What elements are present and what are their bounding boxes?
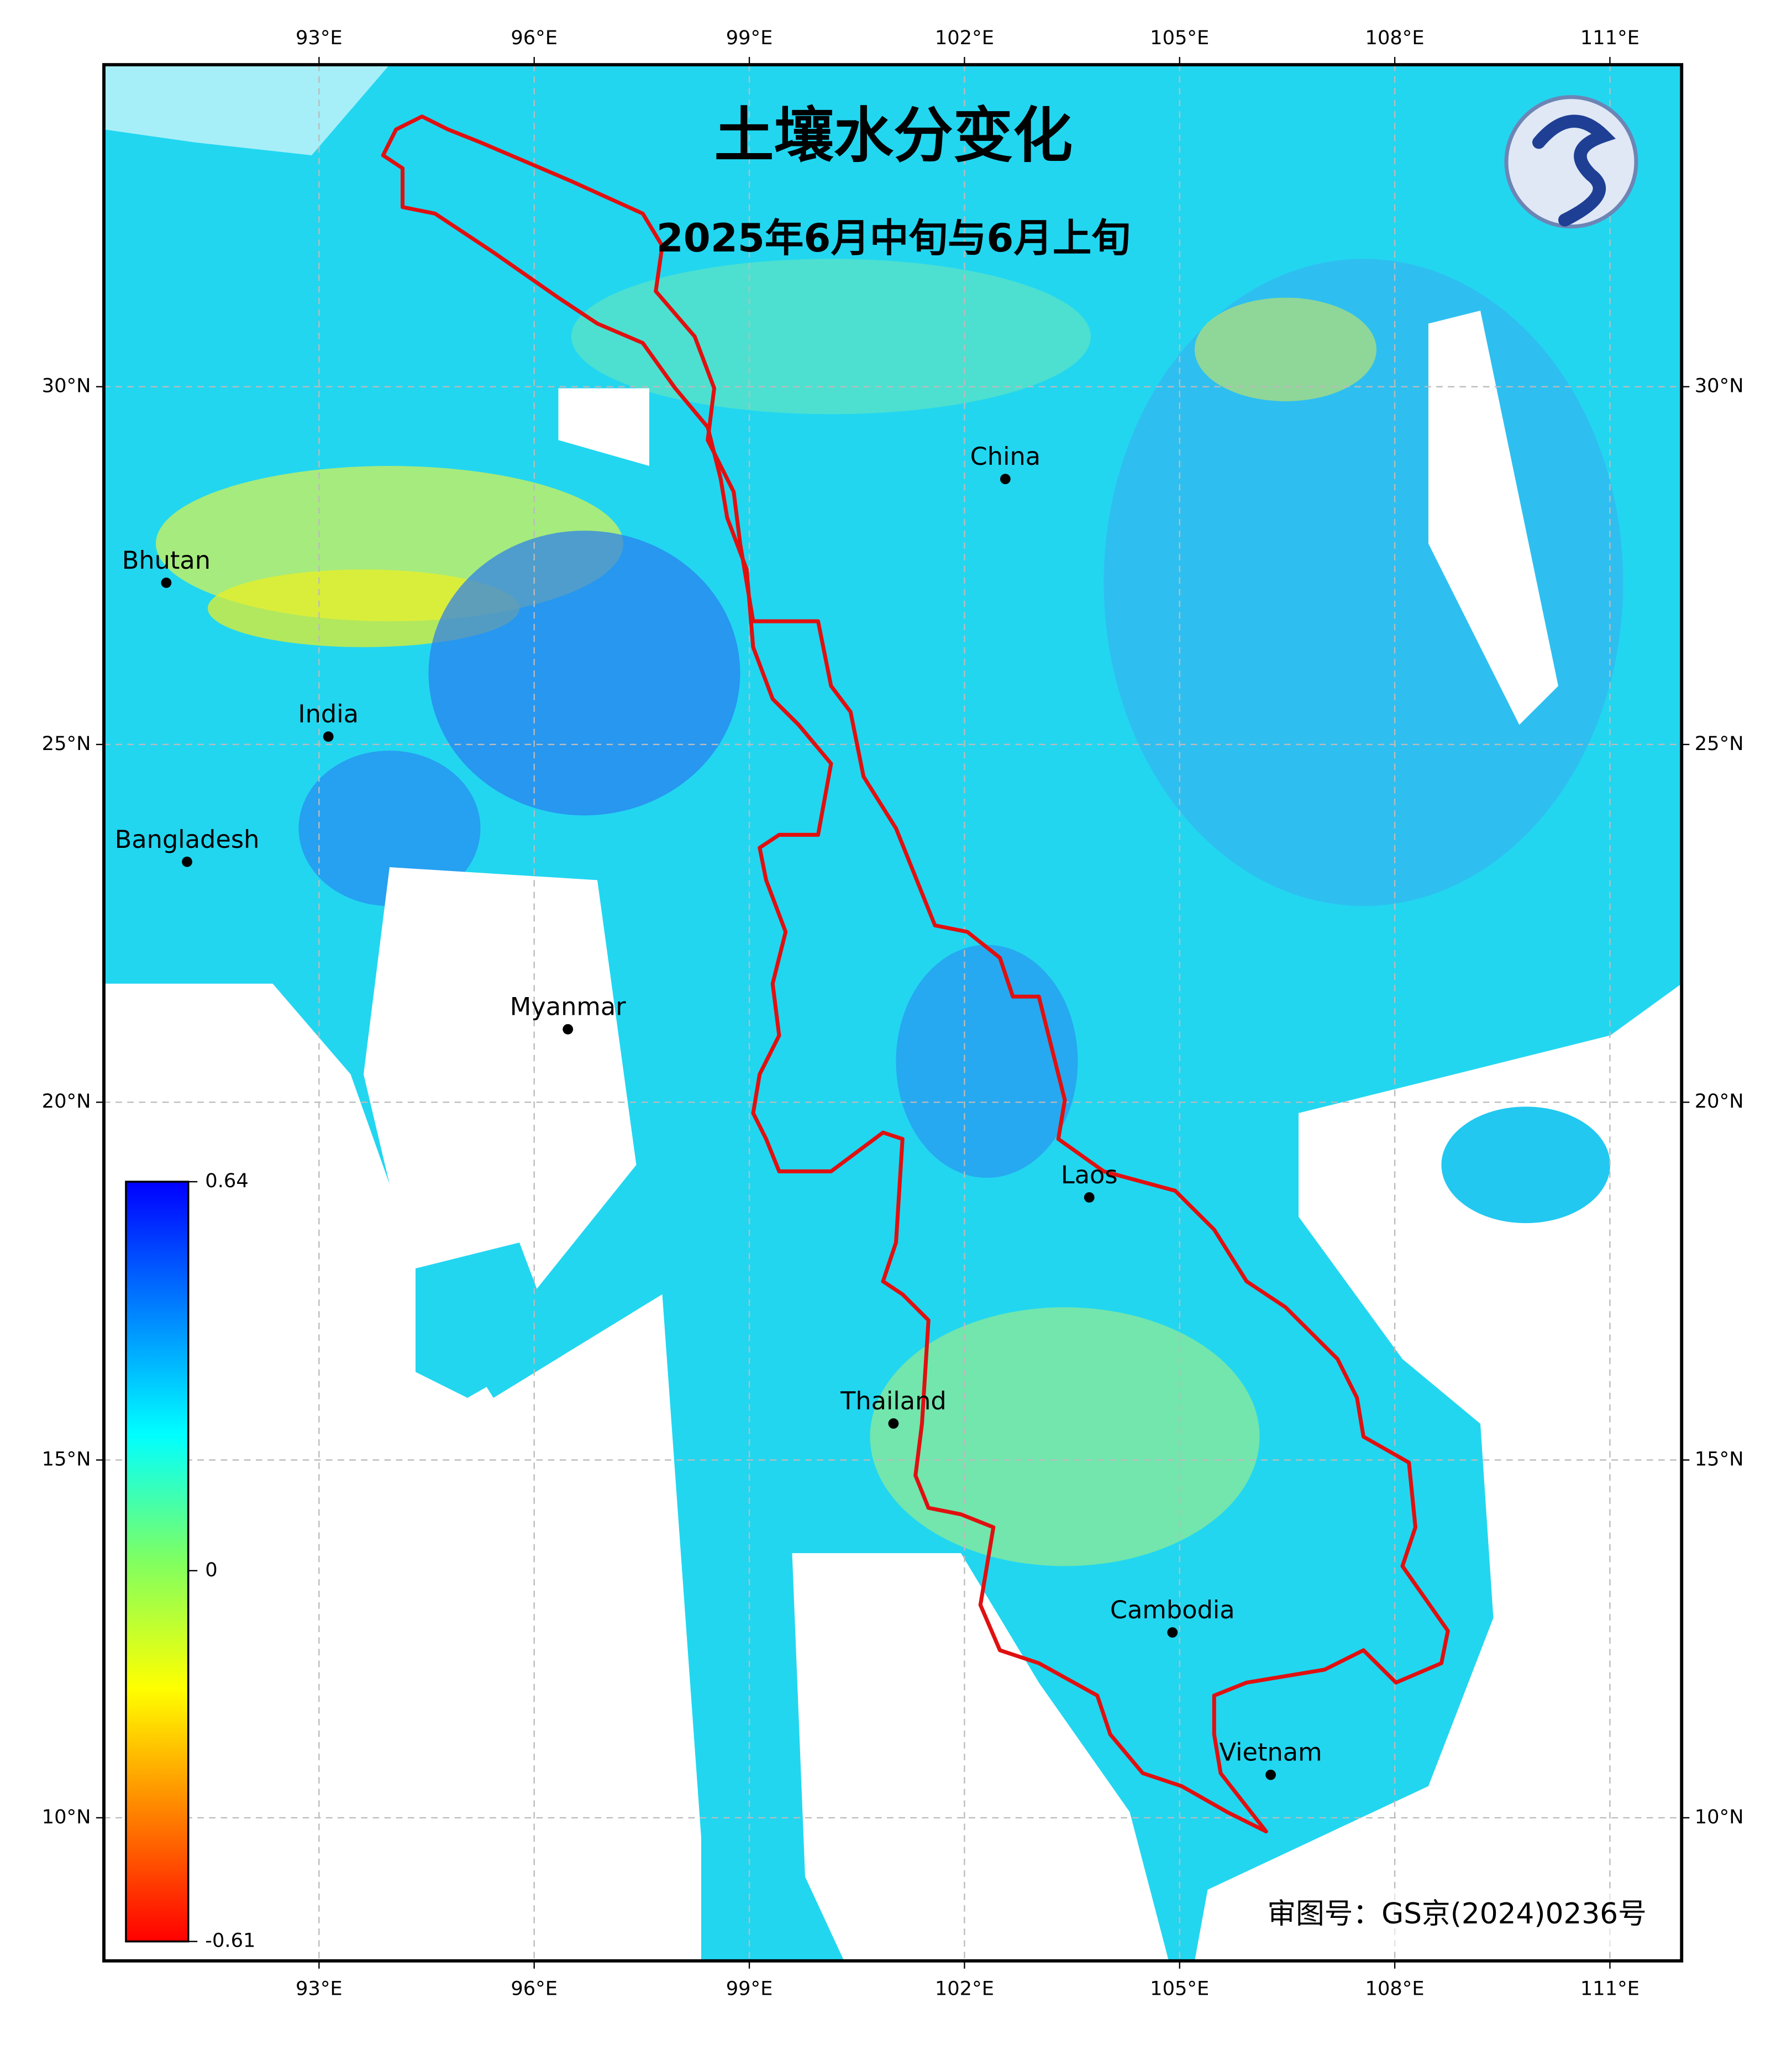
x-tick-label: 105°E [1150, 27, 1209, 49]
x-tick-label: 99°E [726, 1977, 773, 2000]
note-backdrop [1207, 1889, 1669, 1948]
place-label: Myanmar [510, 993, 626, 1021]
x-tick-label: 93°E [296, 1977, 343, 2000]
place-marker [1000, 474, 1011, 485]
y-tick-label: 10°N [42, 1806, 91, 1828]
approval-note: 审图号：GS京(2024)0236号 [1267, 1897, 1646, 1931]
x-tick-label: 108°E [1365, 1977, 1425, 2000]
colorbar-tick-label: 0.64 [205, 1170, 248, 1192]
y-tick-label: 20°N [42, 1090, 91, 1113]
y-tick-label: 20°N [1695, 1090, 1744, 1113]
place-marker [182, 856, 192, 867]
logo [1504, 95, 1638, 229]
place-marker [1265, 1769, 1276, 1780]
place-marker [1167, 1627, 1178, 1638]
colorbar-tick-label: 0 [205, 1559, 217, 1581]
x-tick-label: 102°E [935, 1977, 994, 2000]
map-title: 土壤水分变化 [714, 102, 1073, 171]
place-marker [563, 1024, 574, 1035]
y-tick-label: 30°N [1695, 375, 1744, 397]
y-tick-label: 10°N [1695, 1806, 1744, 1828]
place-marker [1084, 1192, 1095, 1203]
place-label: Vietnam [1220, 1738, 1322, 1767]
place-label: China [970, 442, 1041, 471]
x-tick-label: 99°E [726, 27, 773, 49]
graticule [104, 65, 1682, 1961]
soil-moisture-field [104, 65, 1682, 1961]
x-tick-label: 93°E [296, 27, 343, 49]
x-tick-label: 102°E [935, 27, 994, 49]
y-tick-label: 15°N [1695, 1448, 1744, 1471]
place-marker [323, 731, 334, 742]
place-marker [161, 578, 172, 588]
x-tick-label: 105°E [1150, 1977, 1209, 2000]
x-tick-label: 96°E [511, 27, 558, 49]
x-tick-label: 111°E [1580, 1977, 1639, 2000]
place-label: India [298, 700, 359, 728]
place-marker [888, 1418, 899, 1429]
y-tick-label: 25°N [42, 732, 91, 755]
y-tick-label: 30°N [42, 375, 91, 397]
plot-frame [102, 63, 1684, 1963]
x-tick-label: 96°E [511, 1977, 558, 2000]
place-label: Thailand [840, 1387, 947, 1415]
x-tick-label: 108°E [1365, 27, 1425, 49]
place-label: Laos [1061, 1161, 1118, 1189]
place-label: Bangladesh [115, 825, 260, 854]
colorbar [125, 1181, 190, 1943]
x-tick-label: 111°E [1580, 27, 1639, 49]
basin-outline [381, 114, 1450, 1834]
map-subtitle: 2025年6月中旬与6月上旬 [656, 216, 1131, 261]
y-tick-label: 25°N [1695, 732, 1744, 755]
place-label: Bhutan [122, 546, 211, 575]
place-label: Cambodia [1110, 1596, 1235, 1624]
colorbar-tick-label: -0.61 [205, 1929, 255, 1952]
y-tick-label: 15°N [42, 1448, 91, 1471]
